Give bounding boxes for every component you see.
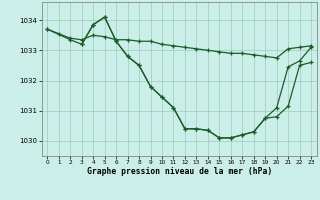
X-axis label: Graphe pression niveau de la mer (hPa): Graphe pression niveau de la mer (hPa) (87, 167, 272, 176)
